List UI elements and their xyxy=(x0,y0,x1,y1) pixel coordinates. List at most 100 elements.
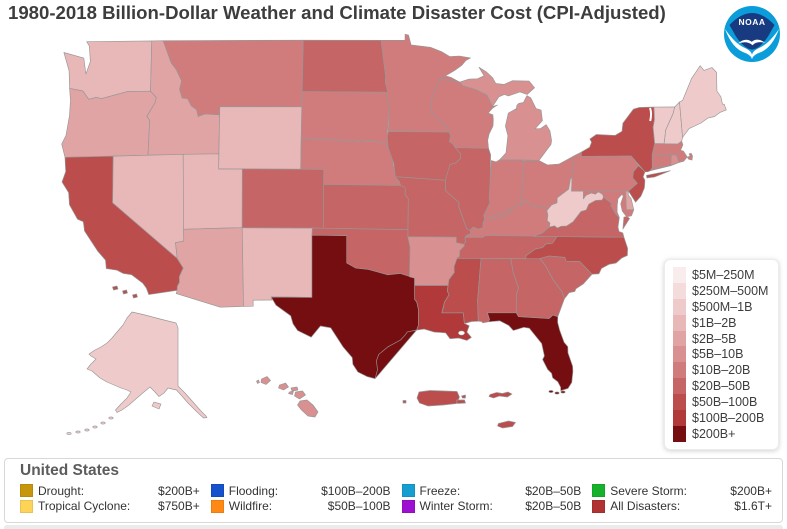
state-fl[interactable] xyxy=(487,312,574,392)
summary-grid: Drought: $200B+ Tropical Cyclone: $750B+ Flo… xyxy=(20,483,772,514)
state-co[interactable] xyxy=(241,168,325,229)
summary-item: All Disasters: $1.6T+ xyxy=(592,499,772,515)
legend-label: $50B–100B xyxy=(692,395,758,410)
state-wy[interactable] xyxy=(218,106,303,170)
legend-row: $1B–2B xyxy=(673,314,778,331)
legend-row: $5M–250M xyxy=(673,267,778,283)
legend-swatch xyxy=(673,298,686,315)
florida-keys-island xyxy=(548,390,554,393)
summary-label: Flooding: xyxy=(228,483,279,498)
legend-swatch xyxy=(673,330,686,347)
cost-scale-legend: $5M–250M $250M–500M $500M–1B $1B–2B $2B–5B $5… xyxy=(664,259,779,450)
summary-value: $200B+ xyxy=(730,483,772,498)
legend-row: $200B+ xyxy=(673,425,778,442)
summary-item: Freeze: $20B–50B xyxy=(401,483,582,499)
legend-label: $200B+ xyxy=(692,426,736,441)
legend-row: $5B–10B xyxy=(673,346,778,363)
summary-swatch xyxy=(210,499,224,513)
summary-swatch xyxy=(592,484,606,498)
noaa-logo-gull xyxy=(738,39,766,46)
state-tx[interactable] xyxy=(270,234,419,380)
summary-swatch xyxy=(210,484,224,498)
summary-value: $50B–100B xyxy=(327,499,391,514)
summary-swatch xyxy=(20,499,33,513)
state-ct[interactable] xyxy=(649,154,672,172)
summary-label: Severe Storm: xyxy=(610,483,687,498)
legend-row: $10B–20B xyxy=(673,362,778,379)
legend-row: $100B–200B xyxy=(673,410,778,426)
state-va-part[interactable] xyxy=(622,216,630,230)
state-hi-part5[interactable] xyxy=(294,390,306,400)
state-or[interactable] xyxy=(61,88,157,158)
summary-value: $200B+ xyxy=(158,483,200,498)
state-nj[interactable] xyxy=(628,165,646,203)
noaa-logo-text: NOAA xyxy=(738,17,765,27)
next-panel-top-edge xyxy=(4,525,783,529)
state-hi-part1[interactable] xyxy=(260,376,271,385)
state-mi-part[interactable] xyxy=(459,66,535,107)
summary-swatch xyxy=(20,484,33,498)
legend-row: $2B–5B xyxy=(673,330,778,347)
state-vi[interactable] xyxy=(488,391,513,399)
legend-swatch xyxy=(673,394,686,411)
summary-value: $20B–50B xyxy=(525,483,582,498)
state-pr-part3[interactable] xyxy=(402,400,407,404)
state-hi-part6[interactable] xyxy=(297,399,319,418)
summary-item: Flooding: $100B–200B xyxy=(210,483,391,499)
legend-swatch xyxy=(673,314,686,331)
state-hi[interactable] xyxy=(256,379,260,384)
legend-swatch xyxy=(673,410,686,426)
legend-swatch xyxy=(673,425,686,442)
aleutian-island xyxy=(100,421,106,425)
summary-value: $750B+ xyxy=(158,499,200,514)
summary-item: Severe Storm: $200B+ xyxy=(592,483,772,499)
legend-label: $20B–50B xyxy=(692,379,751,394)
channel-island xyxy=(112,285,119,291)
summary-label: Wildfire: xyxy=(228,499,273,514)
united-states-summary-panel: United States Drought: $200B+ Tropical Cyc… xyxy=(4,458,783,523)
legend-label: $5B–10B xyxy=(692,347,744,362)
summary-label: Winter Storm: xyxy=(419,499,493,514)
legend-label: $100B–200B xyxy=(692,410,765,425)
state-nm[interactable] xyxy=(241,227,313,307)
state-ak[interactable] xyxy=(86,311,208,419)
summary-swatch xyxy=(592,499,606,513)
state-ny-part[interactable] xyxy=(646,170,671,179)
legend-label: $5M–250M xyxy=(692,267,755,282)
state-mi[interactable] xyxy=(499,95,552,161)
state-vi-part1[interactable] xyxy=(497,420,516,429)
state-pr[interactable] xyxy=(416,390,460,407)
legend-swatch xyxy=(673,346,686,363)
state-ma[interactable] xyxy=(651,140,693,163)
legend-label: $1B–2B xyxy=(692,315,737,330)
aleutian-island xyxy=(66,432,72,435)
legend-label: $250M–500M xyxy=(692,283,769,298)
page-title: 1980-2018 Billion-Dollar Weather and Cli… xyxy=(8,2,666,23)
state-me[interactable] xyxy=(679,65,727,138)
florida-keys-island xyxy=(560,390,566,394)
state-pa[interactable] xyxy=(571,151,639,192)
summary-value: $100B–200B xyxy=(321,483,391,498)
legend-label: $10B–20B xyxy=(692,363,751,378)
state-hi-part4[interactable] xyxy=(288,390,294,395)
florida-keys-island xyxy=(554,391,560,395)
state-nd[interactable] xyxy=(301,39,389,93)
noaa-logo-sky xyxy=(729,13,775,50)
legend-swatch xyxy=(673,378,686,395)
state-md[interactable] xyxy=(582,190,635,218)
summary-swatch xyxy=(401,499,415,513)
summary-label: Drought: xyxy=(38,483,85,498)
legend-row: $250M–500M xyxy=(673,282,778,299)
state-pr-part2[interactable] xyxy=(461,394,466,399)
state-ak-part[interactable] xyxy=(151,401,162,410)
state-hi-part3[interactable] xyxy=(290,386,299,392)
state-az[interactable] xyxy=(175,227,244,308)
legend-row: $500M–1B xyxy=(673,298,778,315)
channel-island xyxy=(122,289,128,295)
legend-swatch xyxy=(673,267,686,283)
state-pr-part1[interactable] xyxy=(456,399,466,404)
state-hi-part2[interactable] xyxy=(278,382,289,391)
state-nc[interactable] xyxy=(525,235,628,275)
state-ks[interactable] xyxy=(322,184,409,231)
